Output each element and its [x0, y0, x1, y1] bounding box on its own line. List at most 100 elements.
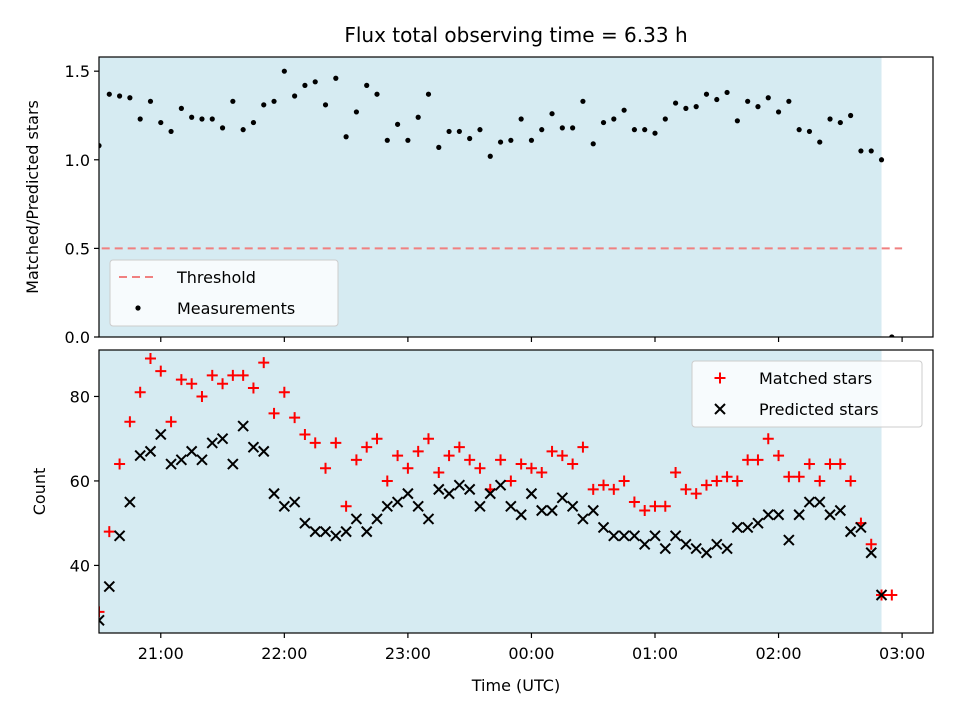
measurements-point — [549, 111, 555, 117]
measurements-point — [353, 109, 360, 115]
measurements-point — [106, 91, 112, 97]
legend-box — [691, 360, 923, 428]
measurements-point — [786, 98, 792, 104]
matched-stars-point — [371, 433, 383, 445]
predicted-stars-point — [577, 513, 589, 525]
predicted-stars-point — [494, 479, 507, 491]
matched-stars-point — [546, 445, 558, 457]
matched-stars-point — [824, 458, 836, 470]
measurements-point — [672, 100, 679, 106]
matched-stars-point — [443, 450, 455, 462]
matched-stars-point — [742, 454, 754, 466]
matched-stars-point — [186, 378, 198, 390]
matched-stars-point — [361, 441, 373, 453]
matched-stars-point — [134, 386, 146, 398]
matched-stars-point — [227, 369, 239, 381]
x-tick-label: 03:00 — [879, 644, 925, 663]
matched-stars-point — [803, 458, 815, 470]
plot-area — [99, 350, 898, 633]
matched-stars-point — [340, 500, 352, 512]
predicted-stars-point — [124, 496, 136, 508]
measurements-point — [333, 75, 339, 81]
matched-stars-point — [289, 412, 301, 424]
predicted-stars-point — [752, 517, 764, 529]
matched-stars-point — [567, 458, 579, 470]
predicted-stars-point — [783, 534, 795, 546]
matched-stars-point — [865, 538, 877, 550]
measurements-point — [116, 93, 123, 99]
predicted-stars-point — [597, 521, 610, 534]
matched-stars-point — [278, 386, 290, 398]
predicted-stars-point — [258, 445, 270, 458]
measurements-point — [559, 125, 565, 131]
measurements-point — [292, 93, 298, 99]
predicted-stars-point — [433, 483, 445, 496]
matched-stars-point — [515, 458, 527, 470]
matched-stars-point — [845, 475, 857, 487]
measurements-point — [312, 79, 318, 85]
predicted-stars-point — [814, 496, 826, 508]
measurements-point — [343, 134, 349, 140]
predicted-stars-point — [546, 504, 558, 517]
matched-stars-point — [793, 471, 805, 483]
predicted-stars-point — [288, 496, 301, 508]
chart-title: Flux total observing time = 6.33 h — [344, 23, 687, 47]
matched-stars-point — [814, 475, 826, 487]
predicted-stars-point — [803, 496, 816, 508]
y-tick-label: 0.0 — [65, 328, 90, 347]
measurements-point — [570, 125, 576, 131]
measurements-point — [302, 82, 308, 88]
predicted-stars-point — [185, 445, 198, 458]
matched-stars-point — [422, 433, 434, 445]
measurements-point — [745, 98, 751, 104]
predicted-stars-point — [515, 509, 527, 521]
matched-stars-point — [834, 458, 846, 470]
axes-frame — [98, 349, 934, 634]
x-tick-label: 00:00 — [508, 644, 554, 663]
matched-stars-point — [721, 471, 733, 483]
predicted-stars-point — [99, 614, 105, 627]
measurements-point — [631, 127, 638, 133]
measurements-point — [878, 157, 885, 163]
matched-stars-point — [330, 437, 342, 449]
predicted-stars-point — [865, 547, 877, 559]
predicted-stars-point — [340, 525, 352, 538]
x-tick-label: 01:00 — [632, 644, 678, 663]
legend-label: Threshold — [176, 268, 256, 287]
matched-stars-point — [474, 462, 486, 474]
measurements-point — [734, 118, 740, 124]
matched-stars-point — [144, 352, 156, 364]
measurements-point — [456, 128, 462, 135]
measurements-point — [642, 127, 648, 133]
y-tick-label: 1.5 — [65, 62, 90, 81]
matched-stars-point — [628, 496, 640, 508]
matched-stars-point — [587, 483, 599, 495]
measurements-point — [374, 91, 380, 97]
predicted-stars-point — [680, 538, 692, 551]
matched-stars-point — [412, 445, 424, 457]
matched-stars-point — [99, 606, 105, 618]
matched-stars-point — [309, 437, 321, 449]
matched-stars-point — [268, 407, 280, 419]
measurements-point — [322, 102, 329, 108]
predicted-stars-point — [834, 504, 847, 517]
predicted-stars-point — [278, 500, 291, 512]
predicted-stars-point — [247, 441, 260, 453]
measurements-point — [147, 98, 154, 104]
predicted-stars-point — [391, 496, 404, 508]
measurements-point — [384, 137, 390, 143]
measurements-point — [765, 95, 771, 101]
predicted-stars-point — [741, 521, 754, 534]
measurements-point — [487, 153, 493, 159]
predicted-stars-point — [638, 538, 651, 551]
measurements-point — [261, 102, 267, 108]
predicted-stars-point — [474, 500, 486, 512]
y-tick-label: 40 — [70, 556, 90, 575]
predicted-stars-point — [134, 449, 146, 462]
measurements-point — [662, 116, 668, 122]
matched-stars-point — [700, 479, 712, 491]
predicted-stars-point — [649, 530, 661, 542]
matched-stars-point — [206, 369, 218, 381]
matched-stars-point — [752, 454, 764, 466]
measurements-point — [158, 119, 164, 126]
